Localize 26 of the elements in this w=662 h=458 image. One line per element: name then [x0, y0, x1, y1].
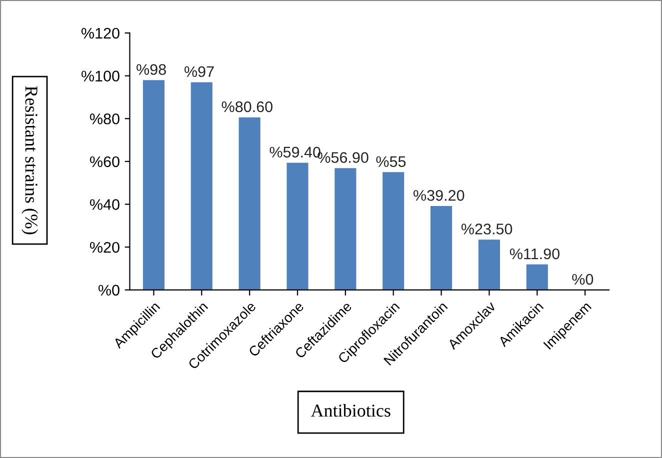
bar [238, 117, 260, 290]
x-axis-title: Antibiotics [310, 404, 390, 417]
data-label: %80.60 [222, 101, 272, 112]
y-tick-label: %120 [82, 28, 120, 39]
data-label: %11.90 [510, 248, 560, 260]
bar [190, 82, 212, 290]
bar [430, 206, 452, 290]
y-tick-label: %60 [90, 156, 120, 168]
data-label: %0 [572, 274, 594, 285]
y-tick-label: %20 [90, 242, 120, 253]
y-tick-label: %0 [98, 284, 120, 296]
data-label: %55 [376, 156, 406, 167]
data-label: %97 [184, 66, 214, 78]
bar [478, 240, 500, 290]
y-tick-label: %40 [90, 199, 120, 210]
data-label: %98 [136, 64, 166, 75]
bar [526, 264, 548, 290]
data-label: %23.50 [461, 224, 512, 234]
bar [382, 172, 404, 290]
bar [142, 80, 164, 290]
y-tick-label: %100 [82, 70, 120, 82]
y-tick-label: %80 [90, 113, 120, 124]
data-label: %39.20 [414, 190, 464, 201]
bar [334, 168, 356, 290]
bar [286, 162, 308, 290]
y-axis-title: Resistant strains (%) [22, 86, 38, 234]
